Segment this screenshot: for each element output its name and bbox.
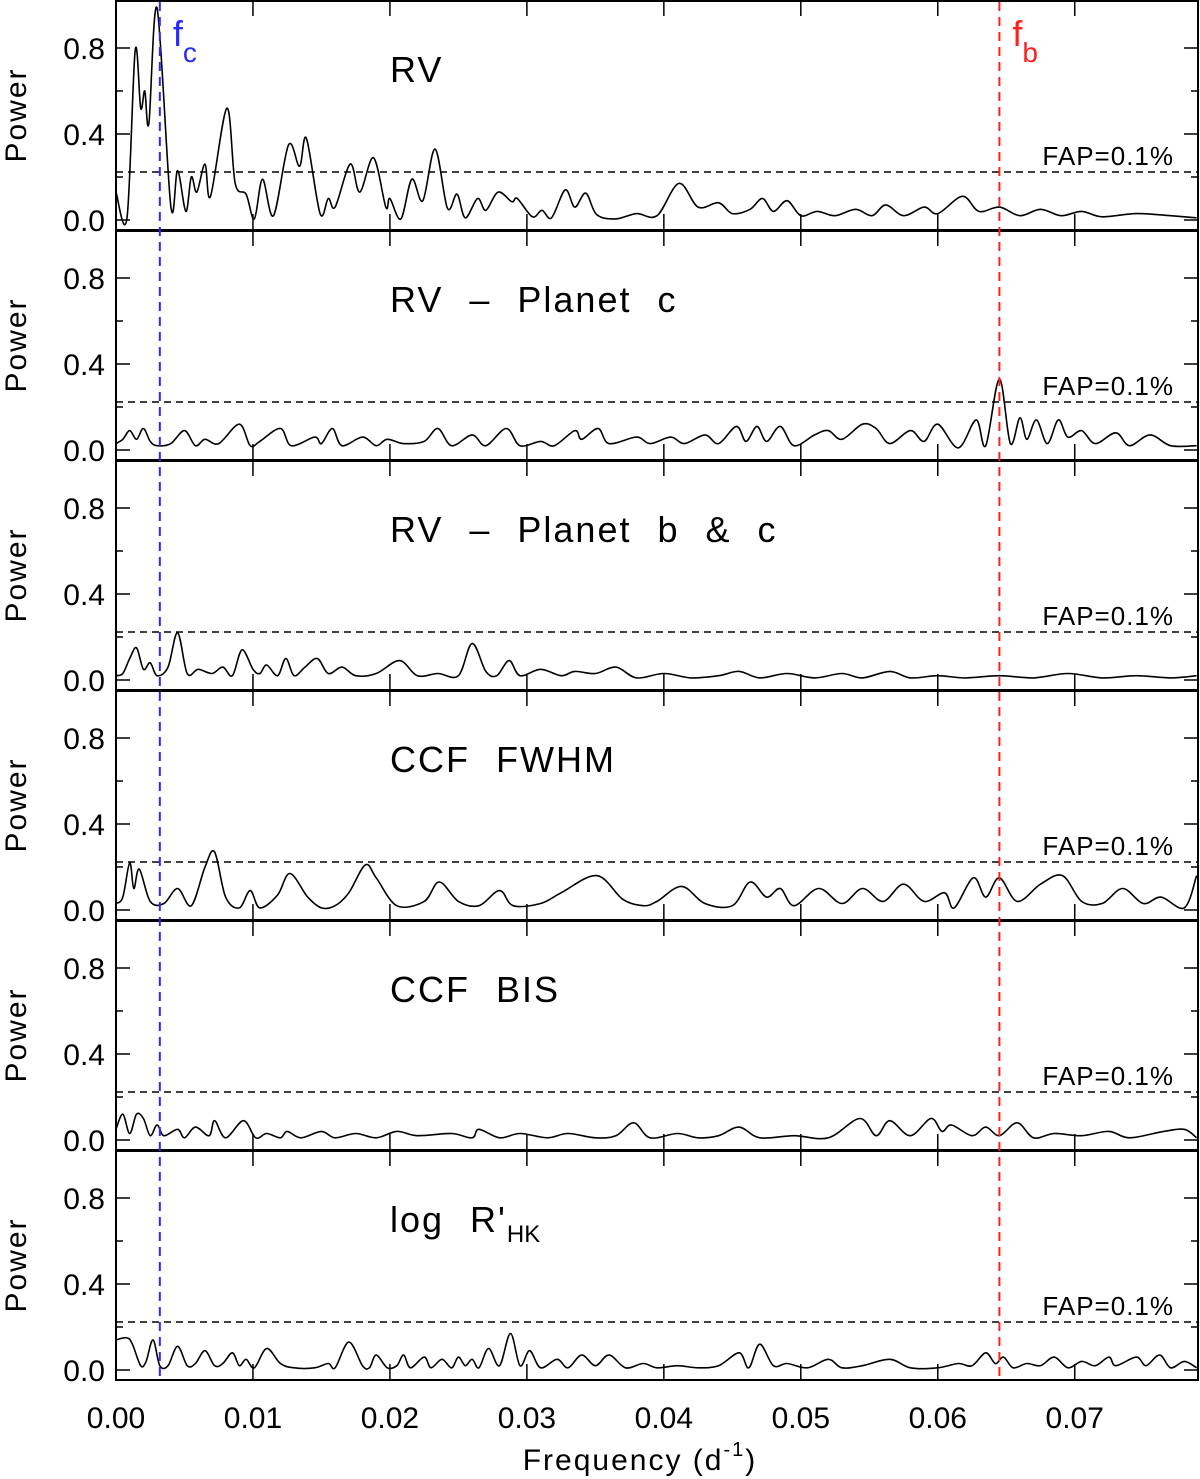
panel-title-main: CCF FWHM bbox=[390, 739, 616, 780]
y-tick-label: 0.0 bbox=[63, 665, 105, 698]
x-axis-label-exponent: -1 bbox=[723, 1439, 745, 1461]
y-axis-label: Power bbox=[0, 67, 33, 162]
y-tick-label: 0.0 bbox=[63, 435, 105, 468]
panel-frame bbox=[115, 230, 1199, 461]
panel-frame bbox=[115, 460, 1199, 691]
frequency-label-subscript: c bbox=[183, 37, 197, 68]
x-tick-label: 0.07 bbox=[1046, 1402, 1104, 1435]
panel-title: RV – Planet b & c bbox=[390, 509, 778, 550]
y-tick-label: 0.8 bbox=[63, 493, 105, 526]
panel-1: 0.0 0.4 0.8 Power FAP=0.1% RV – Planet c bbox=[0, 230, 1199, 468]
y-axis-label: Power bbox=[0, 987, 33, 1082]
y-tick-label: 0.0 bbox=[63, 205, 105, 238]
x-axis-label-main: Frequency (d bbox=[523, 1444, 724, 1477]
frequency-label-main: f bbox=[173, 13, 184, 54]
y-tick-label: 0.4 bbox=[63, 1269, 105, 1302]
panel-frame bbox=[115, 1150, 1199, 1381]
panel-frame bbox=[115, 920, 1199, 1151]
y-tick-label: 0.4 bbox=[63, 1039, 105, 1072]
fap-label: FAP=0.1% bbox=[1042, 1291, 1174, 1321]
y-tick-label: 0.4 bbox=[63, 579, 105, 612]
power-series-line bbox=[115, 1112, 1198, 1140]
panel-0: 0.0 0.4 0.8 Power FAP=0.1% RV bbox=[0, 0, 1199, 238]
y-tick-label: 0.8 bbox=[63, 723, 105, 756]
panel-title: CCF BIS bbox=[390, 969, 560, 1010]
frequency-label-b: fb bbox=[1012, 13, 1038, 68]
panel-title: RV – Planet c bbox=[390, 279, 677, 320]
panel-title-main: RV bbox=[390, 49, 443, 90]
fap-label: FAP=0.1% bbox=[1042, 601, 1174, 631]
x-tick-label: 0.05 bbox=[772, 1402, 830, 1435]
power-series-line bbox=[115, 378, 1197, 449]
y-tick-label: 0.0 bbox=[63, 1355, 105, 1388]
y-tick-label: 0.4 bbox=[63, 809, 105, 842]
y-tick-label: 0.0 bbox=[63, 895, 105, 928]
fap-label: FAP=0.1% bbox=[1042, 1061, 1174, 1091]
panel-title-subscript: HK bbox=[507, 1221, 540, 1248]
panel-title-main: RV – Planet b & c bbox=[390, 509, 778, 550]
x-tick-label: 0.01 bbox=[224, 1402, 282, 1435]
x-tick-label: 0.03 bbox=[498, 1402, 556, 1435]
power-series-line bbox=[115, 850, 1198, 910]
frequency-label-subscript: b bbox=[1022, 37, 1038, 68]
panels-group: 0.0 0.4 0.8 Power FAP=0.1% RV 0.0 0.4 0.8 Power FA… bbox=[0, 0, 1199, 1435]
frequency-label-main: f bbox=[1012, 13, 1023, 54]
panel-frame bbox=[115, 690, 1199, 921]
x-tick-label: 0.02 bbox=[361, 1402, 419, 1435]
panel-title: RV bbox=[390, 49, 443, 90]
fap-label: FAP=0.1% bbox=[1042, 371, 1174, 401]
y-axis-label: Power bbox=[0, 757, 33, 852]
y-tick-label: 0.0 bbox=[63, 1125, 105, 1158]
y-tick-label: 0.4 bbox=[63, 349, 105, 382]
panel-title: CCF FWHM bbox=[390, 739, 616, 780]
panel-title-main: RV – Planet c bbox=[390, 279, 677, 320]
y-tick-label: 0.4 bbox=[63, 119, 105, 152]
panel-4: 0.0 0.4 0.8 Power FAP=0.1% CCF BIS bbox=[0, 920, 1199, 1158]
y-axis-label: Power bbox=[0, 297, 33, 392]
y-tick-label: 0.8 bbox=[63, 1183, 105, 1216]
fap-label: FAP=0.1% bbox=[1042, 141, 1174, 171]
panel-title: log R'HK bbox=[390, 1199, 540, 1248]
x-axis-label-close: ) bbox=[745, 1444, 757, 1477]
power-series-line bbox=[115, 631, 1197, 679]
x-tick-label: 0.00 bbox=[87, 1402, 145, 1435]
x-tick-label: 0.06 bbox=[909, 1402, 967, 1435]
panel-3: 0.0 0.4 0.8 Power FAP=0.1% CCF FWHM bbox=[0, 690, 1199, 928]
frequency-label-c: fc bbox=[173, 13, 197, 68]
x-axis-label: Frequency (d-1) bbox=[523, 1439, 758, 1477]
y-tick-label: 0.8 bbox=[63, 33, 105, 66]
y-axis-label: Power bbox=[0, 1217, 33, 1312]
y-tick-label: 0.8 bbox=[63, 953, 105, 986]
y-axis-label: Power bbox=[0, 527, 33, 622]
panel-2: 0.0 0.4 0.8 Power FAP=0.1% RV – Planet b & c bbox=[0, 460, 1199, 698]
fap-label: FAP=0.1% bbox=[1042, 831, 1174, 861]
power-series-line bbox=[115, 1332, 1198, 1370]
y-tick-label: 0.8 bbox=[63, 263, 105, 296]
power-series-line bbox=[115, 6, 1197, 226]
panel-title-main: log R' bbox=[390, 1199, 507, 1240]
panel-title-main: CCF BIS bbox=[390, 969, 560, 1010]
panel-5: 0.0 0.4 0.8 Power FAP=0.1% log R'HK bbox=[0, 1150, 1199, 1388]
x-tick-label: 0.04 bbox=[635, 1402, 693, 1435]
